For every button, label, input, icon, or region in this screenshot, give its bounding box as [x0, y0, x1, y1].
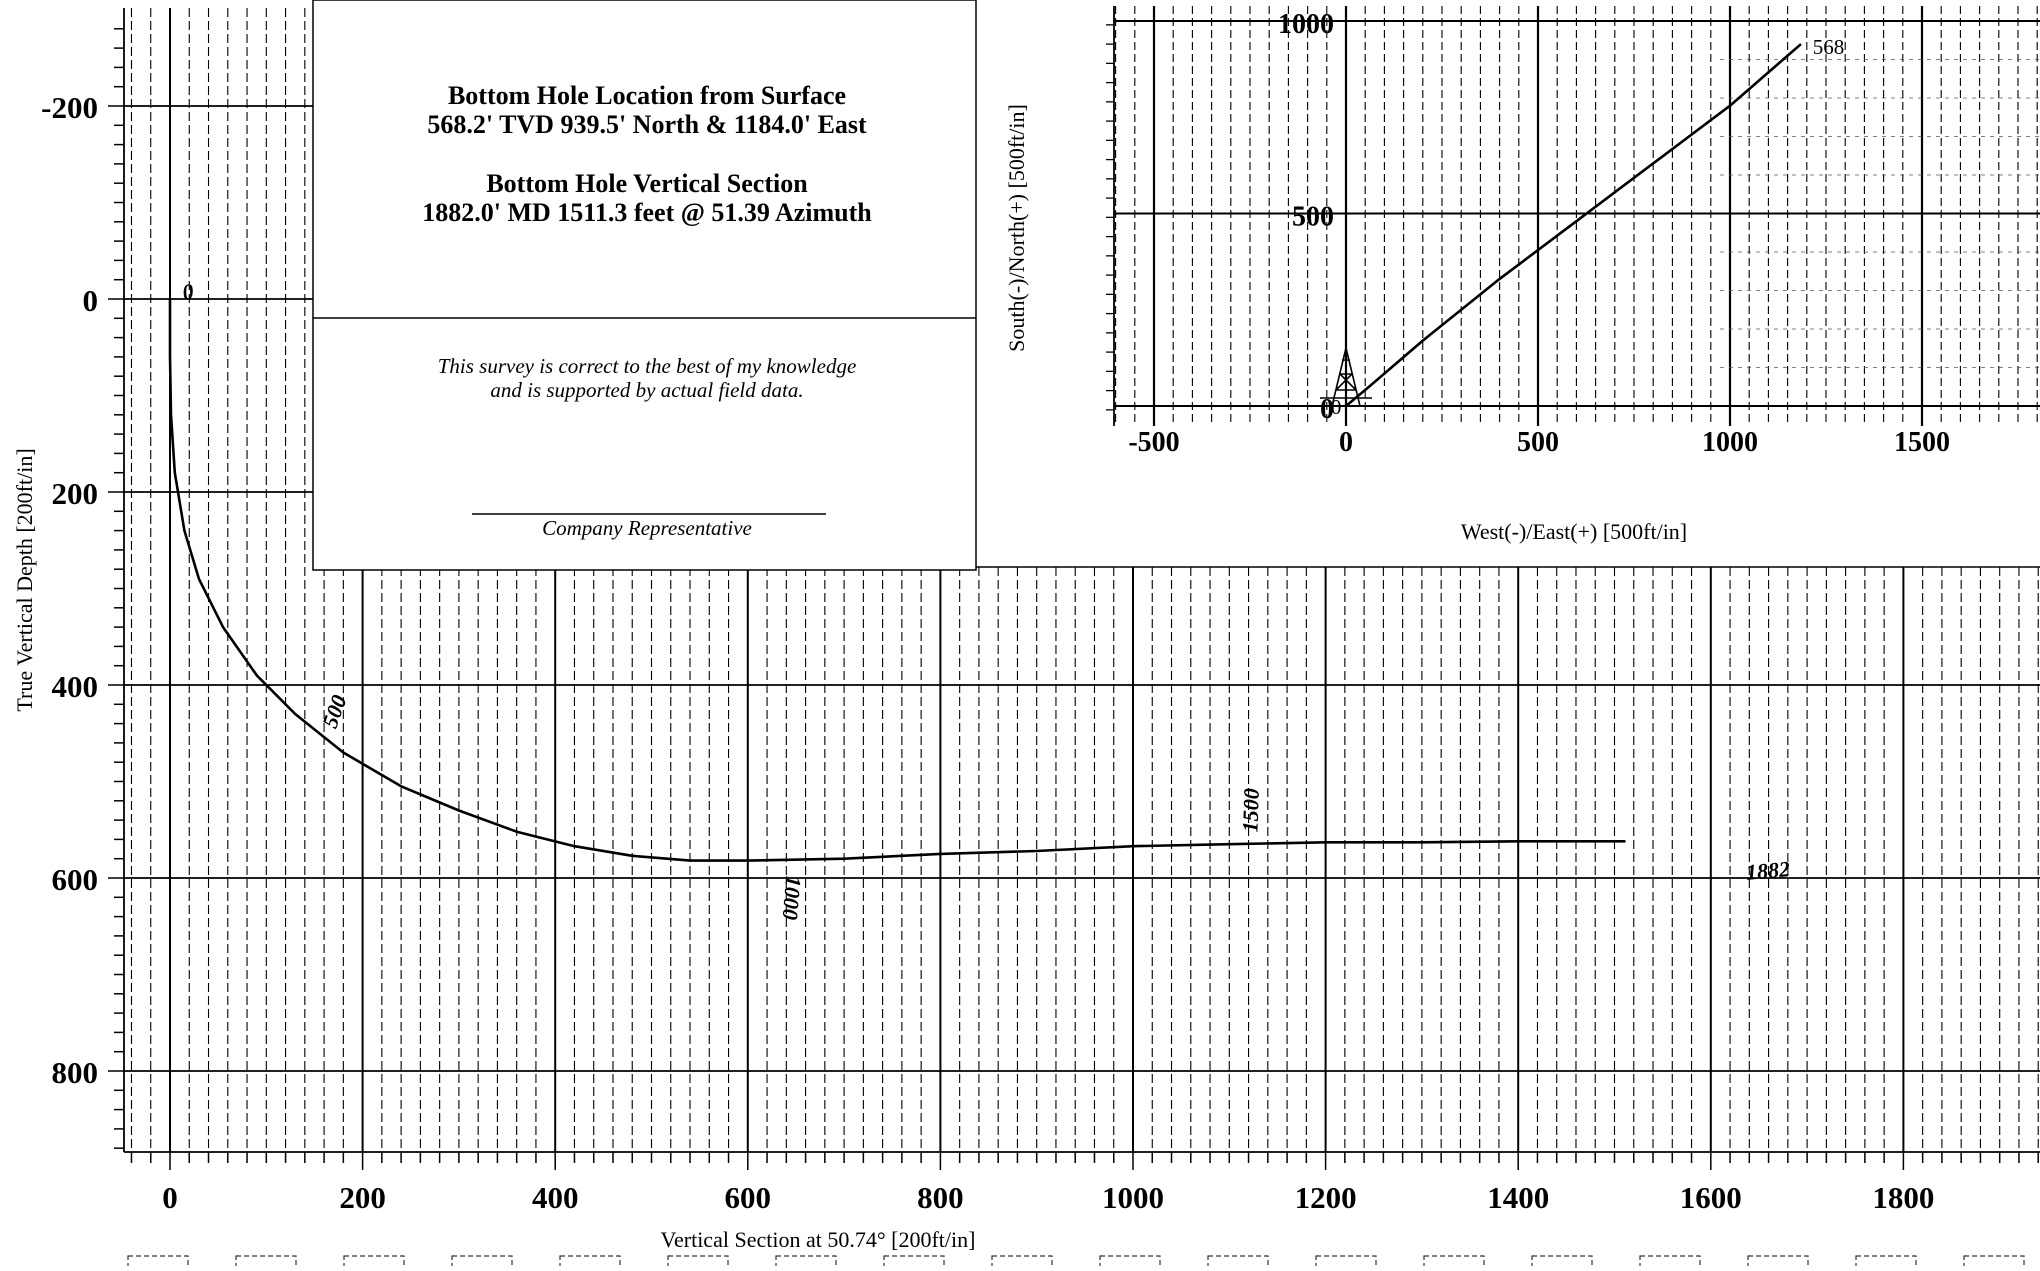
plan-x-tick-label: 1000 [1702, 427, 1758, 458]
profile-point [169, 356, 171, 358]
plan-y-tick-label: 1000 [1278, 9, 1334, 40]
x-tick-label: 0 [162, 1180, 178, 1215]
profile-point [458, 809, 460, 812]
plan-view-x-axis-title: West(-)/East(+) [500ft/in] [1461, 519, 1687, 544]
profile-point [294, 713, 296, 715]
tvd-chart-x-axis-title: Vertical Section at 50.74° [200ft/in] [661, 1227, 976, 1252]
plan-x-tick-label: 500 [1517, 427, 1559, 458]
bhvs-value: 1882.0' MD 1511.3 feet @ 51.39 Azimuth [422, 198, 872, 227]
profile-point [689, 859, 691, 862]
y-tick-label: -200 [41, 90, 98, 125]
x-tick-label: 1400 [1487, 1180, 1549, 1215]
plan-x-tick-label: 1500 [1894, 427, 1950, 458]
profile-point [631, 855, 634, 857]
profile-point [747, 859, 749, 862]
profile-point [183, 529, 186, 532]
plan-view-curve-group [1345, 43, 1802, 407]
plan-view-y-axis-title: South(-)/North(+) [500ft/in] [1004, 104, 1029, 352]
plan-y-tick-label: 0 [1320, 394, 1334, 425]
x-tick-label: 600 [725, 1180, 772, 1215]
signature-label: Company Representative [542, 516, 752, 540]
plan-track-point [1575, 220, 1578, 222]
plan-track-point [1652, 162, 1654, 165]
plan-track-point [1368, 385, 1370, 388]
x-tick-label: 200 [339, 1180, 386, 1215]
y-tick-label: 600 [52, 862, 99, 897]
profile-point [169, 298, 171, 300]
y-tick-label: 200 [52, 476, 99, 511]
info-box [312, 0, 977, 571]
certification-line-1: This survey is correct to the best of my… [438, 354, 857, 378]
plan-track-point [1799, 43, 1802, 46]
plan-view-station-labels: 568 0 [1331, 35, 1844, 419]
certification-line-2: and is supported by actual field data. [490, 378, 803, 402]
profile-point [1132, 845, 1134, 847]
bhl-title: Bottom Hole Location from Surface [448, 81, 846, 110]
plan-track-point [1498, 278, 1501, 280]
profile-point [1228, 843, 1231, 846]
plan-y-tick-label: 500 [1292, 202, 1334, 233]
plan-view-tick-labels: -500 0 500 1000 1500 0 500 1000 [1128, 9, 1950, 458]
plan-view-grid [1106, 6, 2040, 426]
profile-point [1035, 850, 1038, 852]
plan-station-label: 568 [1813, 35, 1845, 59]
profile-point [515, 830, 518, 833]
profile-point [342, 751, 345, 754]
tvd-chart-y-axis-title: True Vertical Depth [200ft/in] [12, 448, 37, 711]
y-tick-label: 400 [52, 669, 99, 704]
plan-view-panel [976, 0, 2040, 567]
profile-point [843, 857, 845, 860]
y-tick-label: 0 [83, 283, 99, 318]
profile-point [400, 785, 402, 788]
bhvs-title: Bottom Hole Vertical Section [486, 169, 808, 198]
profile-point [1421, 841, 1423, 844]
plan-track-point [1422, 339, 1424, 342]
md-station-label: 1882 [1745, 856, 1791, 885]
md-station-label: 1500 [1237, 788, 1264, 833]
x-tick-label: 1200 [1295, 1180, 1357, 1215]
profile-point [174, 471, 176, 474]
drilling-rig-icon [1320, 347, 1372, 407]
bhl-value: 568.2' TVD 939.5' North & 1184.0' East [427, 110, 867, 139]
plan-station-label: 0 [1331, 395, 1342, 419]
profile-point [573, 845, 576, 847]
rig-derrick-shape [1320, 347, 1372, 407]
profile-point [255, 674, 258, 677]
profile-point [1517, 840, 1519, 843]
md-station-label: 1000 [777, 875, 806, 921]
x-tick-label: 400 [532, 1180, 579, 1215]
wellbore-profile-line [168, 299, 1626, 862]
plan-track-point [1729, 104, 1731, 107]
x-tick-label: 1600 [1680, 1180, 1742, 1215]
tvd-chart-tick-labels: 0 200 400 600 800 1000 1200 1400 1600 1800 -200 0 20… [41, 90, 1934, 1215]
x-tick-label: 1000 [1102, 1180, 1164, 1215]
x-tick-label: 800 [917, 1180, 964, 1215]
profile-point [1324, 841, 1327, 844]
plan-x-tick-label: -500 [1128, 427, 1179, 458]
tvd-chart-curve-group [168, 298, 1626, 862]
profile-point [222, 626, 224, 628]
profile-point [1624, 840, 1626, 843]
profile-point [198, 578, 200, 580]
profile-point [170, 414, 172, 416]
md-station-label: 0 [180, 278, 195, 305]
plan-x-tick-label: 0 [1339, 427, 1353, 458]
y-tick-label: 800 [52, 1055, 99, 1090]
x-tick-label: 1800 [1872, 1180, 1934, 1215]
profile-point [939, 853, 942, 855]
plan-view-track-line [1345, 43, 1802, 407]
plan-track-point [1345, 405, 1347, 407]
